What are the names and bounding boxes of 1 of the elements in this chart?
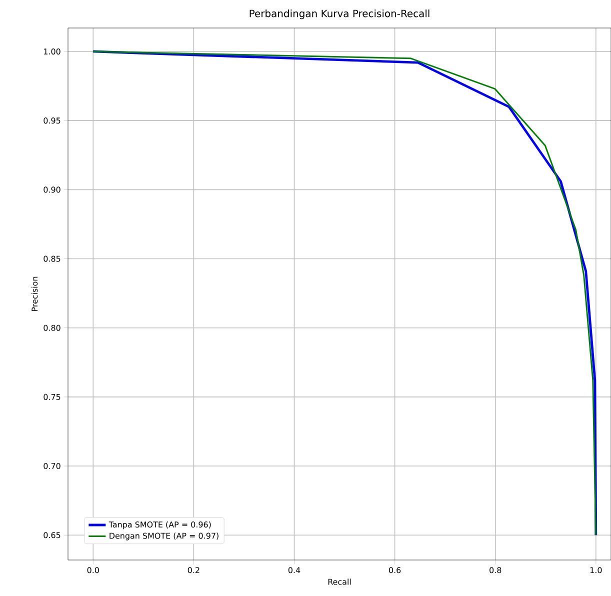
chart-title: Perbandingan Kurva Precision-Recall bbox=[250, 10, 430, 20]
